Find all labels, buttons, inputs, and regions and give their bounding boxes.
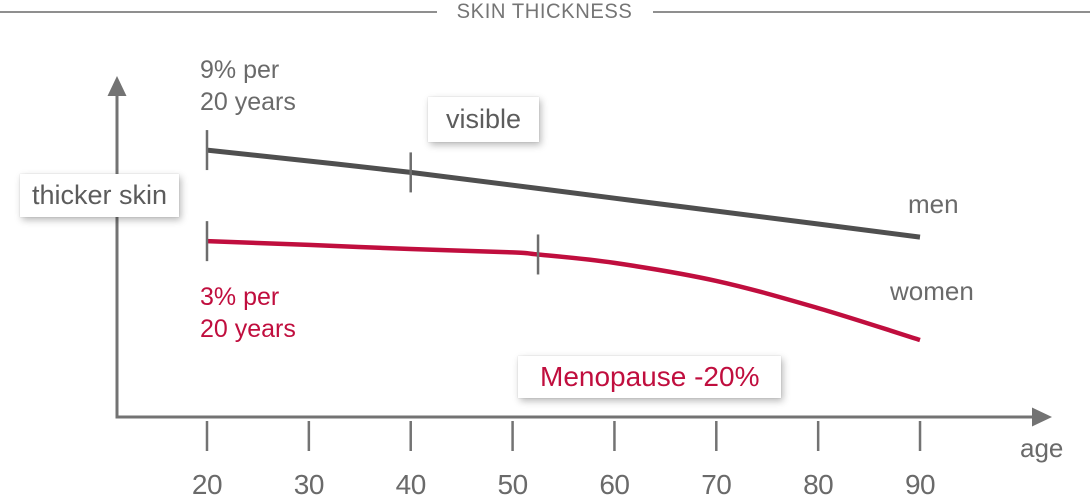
x-tick-label: 80 xyxy=(803,469,833,500)
x-tick-label: 30 xyxy=(294,469,324,500)
x-tick-label: 70 xyxy=(701,469,731,500)
x-axis-arrowhead-icon xyxy=(1032,407,1052,427)
men-line xyxy=(206,147,921,240)
women-rate-annotation: 3% per 20 years xyxy=(200,283,296,343)
women-series-label: women xyxy=(890,276,974,306)
title-rule-left xyxy=(0,11,438,13)
x-tick-label: 90 xyxy=(905,469,935,500)
men-rate-annotation: 9% per 20 years xyxy=(200,56,296,116)
chart-title-bar: SKIN THICKNESS xyxy=(0,0,1090,23)
x-tick-label: 60 xyxy=(599,469,629,500)
men-series-label: men xyxy=(908,189,959,219)
x-tick-label: 50 xyxy=(498,469,528,500)
page-title: SKIN THICKNESS xyxy=(457,0,633,23)
women-line xyxy=(206,238,921,343)
title-rule-right xyxy=(652,11,1090,13)
thicker-skin-callout: thicker skin xyxy=(20,174,180,217)
y-axis-arrowhead-icon xyxy=(107,76,127,96)
age-axis-label: age xyxy=(1020,433,1064,463)
menopause-callout: Menopause -20% xyxy=(518,356,782,398)
x-tick-label: 20 xyxy=(192,469,222,500)
visible-callout: visible xyxy=(428,97,540,142)
x-tick-label: 40 xyxy=(396,469,426,500)
